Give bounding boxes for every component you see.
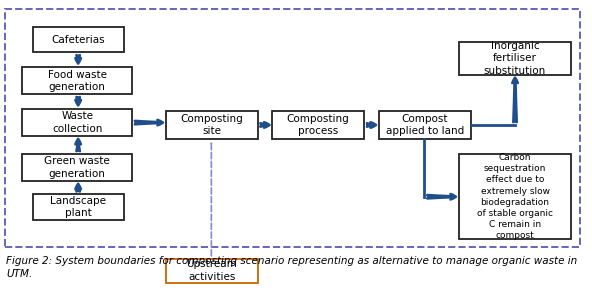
Text: Upstream
activities: Upstream activities <box>186 260 237 282</box>
Bar <box>166 111 258 139</box>
Bar <box>33 194 124 220</box>
Text: Landscape
plant: Landscape plant <box>50 196 107 218</box>
Text: Composting
site: Composting site <box>181 114 243 136</box>
Bar <box>379 111 471 139</box>
Bar <box>459 42 571 75</box>
Bar <box>272 111 364 139</box>
Bar <box>33 27 124 52</box>
Text: Cafeterias: Cafeterias <box>52 35 105 45</box>
Text: Carbon
sequestration
effect due to
extremely slow
biodegradation
of stable organ: Carbon sequestration effect due to extre… <box>477 153 553 240</box>
Text: Composting
process: Composting process <box>287 114 349 136</box>
Bar <box>22 67 132 94</box>
Text: Inorganic
fertiliser
substitution: Inorganic fertiliser substitution <box>484 41 546 76</box>
Text: Compost
applied to land: Compost applied to land <box>385 114 464 136</box>
Bar <box>22 154 132 181</box>
Bar <box>22 109 132 136</box>
Text: Waste
collection: Waste collection <box>52 112 102 134</box>
Bar <box>166 259 258 283</box>
Bar <box>459 154 571 239</box>
Text: Food waste
generation: Food waste generation <box>48 70 107 92</box>
Bar <box>5 9 580 247</box>
Text: Figure 2: System boundaries for composting scenario representing as alternative : Figure 2: System boundaries for composti… <box>6 256 577 279</box>
Text: Green waste
generation: Green waste generation <box>44 156 110 179</box>
